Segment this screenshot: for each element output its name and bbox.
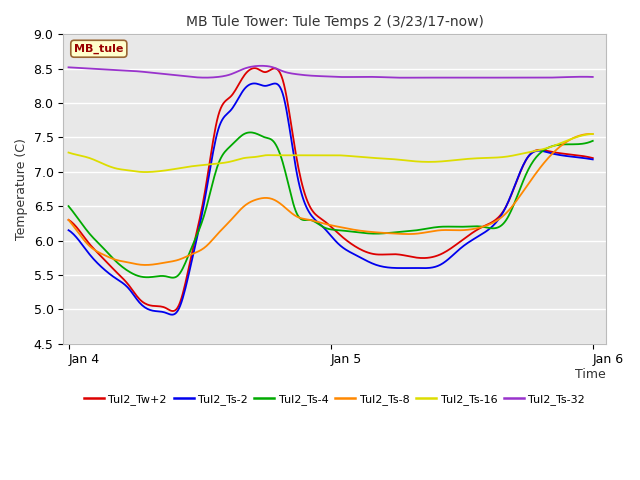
- Text: MB_tule: MB_tule: [74, 44, 124, 54]
- Legend: Tul2_Tw+2, Tul2_Ts-2, Tul2_Ts-4, Tul2_Ts-8, Tul2_Ts-16, Tul2_Ts-32: Tul2_Tw+2, Tul2_Ts-2, Tul2_Ts-4, Tul2_Ts…: [79, 389, 589, 409]
- Title: MB Tule Tower: Tule Temps 2 (3/23/17-now): MB Tule Tower: Tule Temps 2 (3/23/17-now…: [186, 15, 483, 29]
- Y-axis label: Temperature (C): Temperature (C): [15, 138, 28, 240]
- Text: Time: Time: [575, 368, 606, 381]
